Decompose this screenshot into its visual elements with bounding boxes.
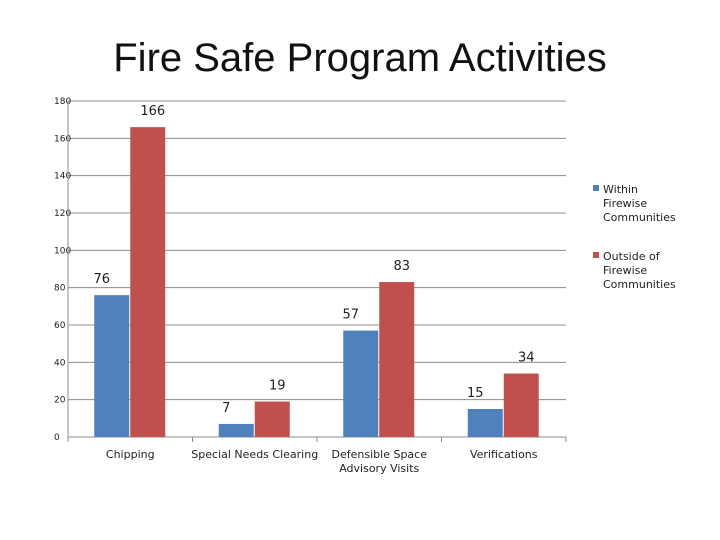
category-label: Advisory Visits [339,462,419,475]
data-label: 83 [393,259,410,274]
category-label: Verifications [470,448,538,461]
data-label: 15 [467,386,484,401]
y-tick-label: 80 [54,284,66,294]
y-tick-label: 20 [54,396,66,406]
category-label: Defensible Space [332,448,428,461]
legend-label: Firewise [603,197,647,210]
bar [467,409,503,437]
y-tick-label: 180 [54,97,71,107]
bar [218,423,254,437]
bar [503,373,539,437]
legend-label: Communities [603,211,676,224]
chart-title: Fire Safe Program Activities [113,36,607,80]
y-tick-label: 100 [54,246,71,256]
data-label: 57 [342,308,359,323]
y-tick-label: 120 [54,209,71,219]
legend-swatch [593,252,599,258]
legend-label: Outside of [603,250,661,263]
bar [254,401,290,437]
y-tick-label: 140 [54,172,71,182]
y-tick-label: 60 [54,321,66,331]
y-tick-label: 160 [54,134,71,144]
legend-label: Communities [603,278,676,291]
data-label: 19 [269,379,286,394]
legend-label: Within [603,183,638,196]
data-label: 76 [93,272,110,287]
bar [379,282,415,437]
data-label: 166 [140,104,165,119]
bar [130,127,166,437]
data-label: 7 [222,401,230,416]
legend-swatch [593,185,599,191]
bar [94,295,130,437]
y-tick-label: 40 [54,358,66,368]
legend-label: Firewise [603,264,647,277]
category-label: Special Needs Clearing [191,448,318,461]
data-label: 34 [518,351,535,366]
y-tick-label: 0 [54,433,60,443]
category-label: Chipping [106,448,155,461]
bar [343,330,379,437]
